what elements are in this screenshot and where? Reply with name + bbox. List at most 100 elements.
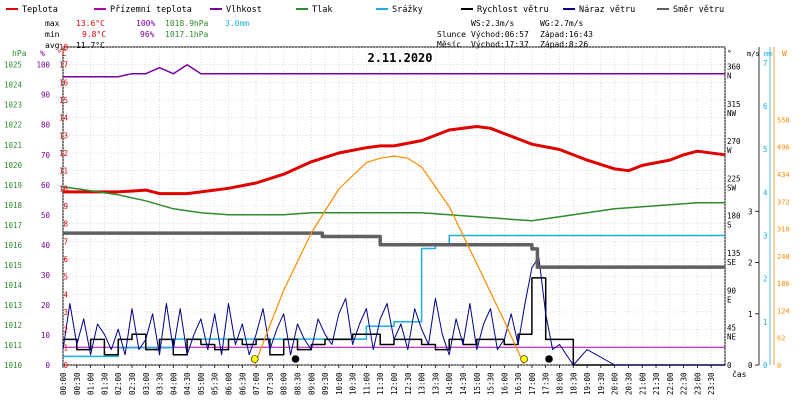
dir-tick-label: SE xyxy=(727,258,737,267)
x-tick-label: 02:00 xyxy=(114,372,123,395)
x-axis-label: čas xyxy=(732,369,747,379)
pct-tick-label: 90 xyxy=(41,91,51,100)
stats-sun-set: Západ:16:43 xyxy=(540,30,593,39)
x-tick-label: 21:30 xyxy=(652,372,661,395)
x-tick-label: 01:30 xyxy=(100,372,109,395)
stats-max-hum: 100% xyxy=(136,19,155,28)
mm-tick-label: 7 xyxy=(763,59,768,68)
c-tick-label: 16 xyxy=(59,78,69,87)
hpa-tick-label: 1013 xyxy=(4,301,22,310)
x-tick-label: 06:30 xyxy=(238,372,247,395)
pct-tick-label: 10 xyxy=(41,331,51,340)
c-tick-label: 7 xyxy=(63,237,68,246)
pct-tick-label: 100 xyxy=(36,61,50,70)
w-tick-label: 434 xyxy=(777,171,790,179)
legend: Teplota Přízemní teplota Vlhkost Tlak Srážky… xyxy=(6,5,724,15)
series-slunce xyxy=(254,155,525,366)
w-tick-label: 248 xyxy=(777,253,790,261)
axis-unit-hpa: hPa xyxy=(12,49,27,58)
dir-tick-label: NW xyxy=(727,109,737,118)
x-tick-label: 04:30 xyxy=(183,372,192,395)
stats-min-label: min xyxy=(45,30,60,39)
c-tick-label: 9 xyxy=(63,202,68,211)
x-tick-label: 00:00 xyxy=(59,372,68,395)
x-tick-label: 08:00 xyxy=(280,372,289,395)
stats-max-temp: 13.6°C xyxy=(76,19,105,28)
grid xyxy=(62,46,726,366)
x-tick-label: 22:30 xyxy=(680,372,689,395)
x-tick-label: 09:30 xyxy=(321,372,330,395)
x-tick-label: 08:30 xyxy=(293,372,302,395)
stats-min-hum: 96% xyxy=(140,30,155,39)
series-smer-vetru xyxy=(63,231,725,269)
dir-tick-label: E xyxy=(727,295,732,304)
c-tick-label: 15 xyxy=(59,96,68,105)
marker-moonset xyxy=(291,355,300,363)
x-tick-label: 10:30 xyxy=(349,372,358,395)
stats-avg-label: avg xyxy=(45,41,60,50)
x-tick-label: 14:30 xyxy=(459,372,468,395)
mm-tick-label: 4 xyxy=(763,188,768,197)
hpa-tick-label: 1015 xyxy=(4,261,22,270)
hpa-tick-label: 1022 xyxy=(4,121,22,130)
x-tick-label: 19:30 xyxy=(597,372,606,395)
stats-wg: WG:2.7m/s xyxy=(540,19,584,28)
legend-label: Vlhkost xyxy=(226,5,262,15)
x-tick-label: 11:30 xyxy=(376,372,385,395)
w-tick-label: 62 xyxy=(777,335,785,343)
mm-tick-label: 3 xyxy=(763,232,768,241)
c-tick-label: 17 xyxy=(59,61,68,70)
x-tick-label: 00:30 xyxy=(73,372,82,395)
c-tick-label: 18 xyxy=(59,43,69,52)
hpa-tick-label: 1025 xyxy=(4,61,22,70)
stats-max-label: max xyxy=(45,19,60,28)
deg-tick-label: 270 xyxy=(727,137,741,146)
hpa-tick-label: 1017 xyxy=(4,221,22,230)
series-naraz-vetru xyxy=(62,256,725,366)
stats-max-press: 1018.9hPa xyxy=(165,19,209,28)
w-tick-label: 496 xyxy=(777,144,790,152)
c-tick-label: 12 xyxy=(59,149,68,158)
marker-sunrise xyxy=(250,355,259,363)
chart-title: 2.11.2020 xyxy=(367,51,432,65)
w-tick-label: 124 xyxy=(777,307,790,315)
pct-tick-label: 50 xyxy=(41,211,51,220)
c-tick-label: 6 xyxy=(63,255,68,264)
stats-sun-rise: Východ:06:57 xyxy=(471,30,529,39)
x-tick-label: 15:00 xyxy=(473,372,482,395)
x-tick-label: 11:00 xyxy=(362,372,371,395)
x-tick-label: 10:00 xyxy=(335,372,344,395)
hpa-tick-label: 1012 xyxy=(4,321,22,330)
deg-tick-label: 90 xyxy=(727,286,737,295)
deg-tick-label: 135 xyxy=(727,249,741,258)
ms-tick-label: 0 xyxy=(748,361,753,370)
dir-tick-label: S xyxy=(727,221,732,230)
c-tick-label: 1 xyxy=(63,343,68,352)
stats-max-rain: 3.0mm xyxy=(225,19,249,28)
dir-tick-label: W xyxy=(727,146,732,155)
axes: hPa% °C1010101110121013101410151016101710… xyxy=(4,43,790,395)
x-tick-label: 18:00 xyxy=(556,372,565,395)
legend-label: Teplota xyxy=(22,5,58,15)
series-layer xyxy=(62,63,726,366)
stats-panel: max 13.6°C 100% 1018.9hPa 3.0mm min 9.8°… xyxy=(45,19,593,50)
mm-tick-label: 2 xyxy=(763,275,768,284)
deg-tick-label: 315 xyxy=(727,100,741,109)
x-tick-label: 14:00 xyxy=(445,372,454,395)
pct-tick-label: 60 xyxy=(41,181,51,190)
x-tick-label: 12:00 xyxy=(390,372,399,395)
x-tick-label: 23:30 xyxy=(707,372,716,395)
pct-tick-label: 0 xyxy=(45,361,50,370)
legend-label: Tlak xyxy=(312,5,332,15)
hpa-tick-label: 1016 xyxy=(4,241,23,250)
x-tick-label: 04:00 xyxy=(169,372,178,395)
w-tick-label: 186 xyxy=(777,280,790,288)
w-tick-label: 310 xyxy=(777,226,790,234)
legend-label: Náraz větru xyxy=(579,5,635,15)
series-teplota xyxy=(63,125,726,196)
axis-unit-ms: m/s xyxy=(747,50,760,58)
stats-ws: WS:2.3m/s xyxy=(471,19,515,28)
stats-moon-label: Měsíc xyxy=(437,40,461,49)
hpa-tick-label: 1019 xyxy=(4,181,22,190)
x-tick-label: 03:30 xyxy=(156,372,165,395)
